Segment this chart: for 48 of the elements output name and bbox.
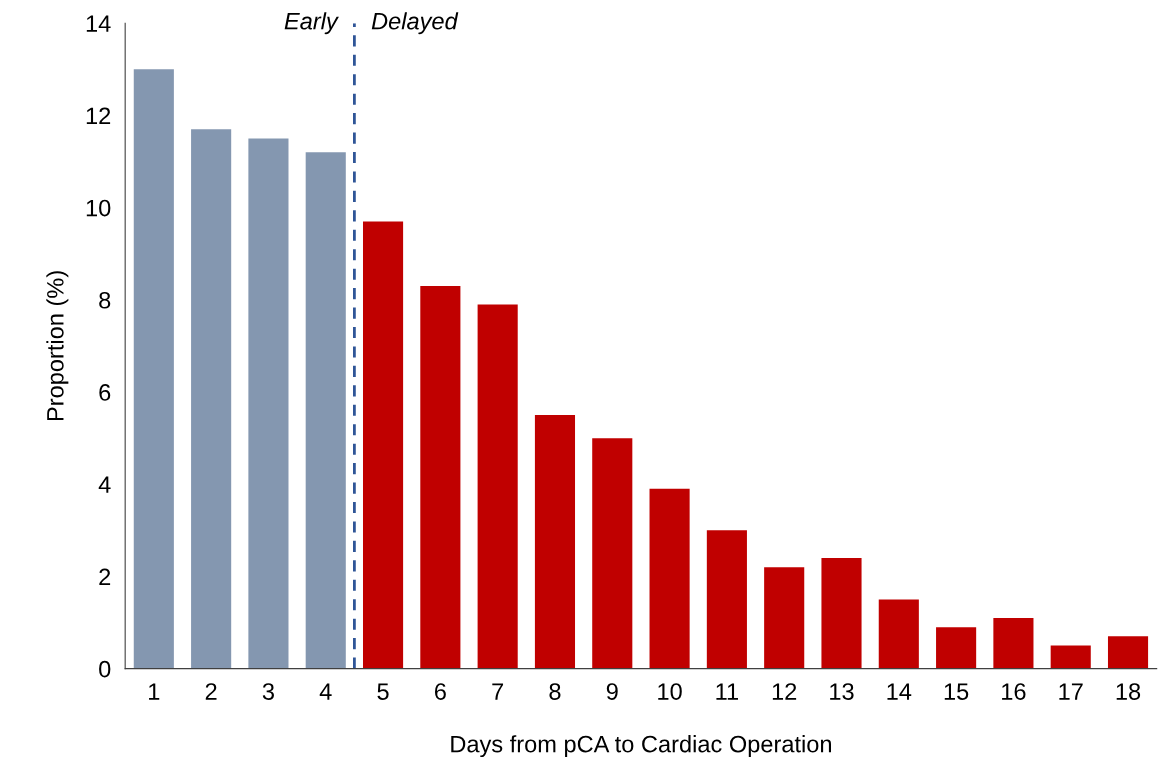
x-tick-label: 6	[434, 683, 446, 700]
bar	[1050, 645, 1091, 669]
x-tick-label: 12	[772, 683, 797, 700]
bar	[936, 627, 977, 669]
x-tick-label: 10	[658, 683, 682, 700]
y-tick-label: 0	[99, 660, 111, 678]
bar	[305, 152, 346, 669]
bar	[878, 599, 919, 669]
bar	[420, 285, 461, 669]
x-tick-label: 9	[606, 683, 618, 700]
x-tick-label: 8	[549, 683, 561, 700]
x-tick-label: 3	[262, 683, 274, 700]
y-tick-label: 8	[99, 291, 111, 309]
bar	[477, 304, 518, 669]
x-tick-label: 1	[149, 683, 160, 700]
bar	[764, 567, 805, 669]
bar	[1107, 636, 1149, 669]
annotation: Delayed	[371, 12, 459, 35]
y-tick-label: 4	[98, 476, 111, 493]
x-tick-label: 15	[944, 683, 969, 700]
y-tick-label: 6	[99, 384, 111, 401]
x-tick-label: 2	[205, 683, 217, 700]
bar	[649, 488, 690, 669]
bar	[133, 69, 174, 669]
y-axis-title: Proportion (%)	[46, 271, 69, 421]
x-axis-title: Days from pCA to Cardiac Operation	[451, 735, 831, 758]
y-tick-label: 2	[99, 568, 111, 585]
x-tick-label: 17	[1059, 683, 1083, 700]
y-tick-label: 10	[86, 199, 111, 217]
x-tick-label: 11	[716, 683, 738, 700]
bar	[993, 617, 1034, 669]
x-tick-label: 13	[830, 683, 854, 700]
x-tick-label: 18	[1116, 683, 1141, 700]
bar	[191, 129, 232, 669]
y-tick-label: 14	[86, 15, 111, 32]
bar	[592, 438, 633, 669]
y-tick-label: 12	[86, 107, 111, 124]
x-tick-label: 7	[492, 683, 504, 700]
bar	[821, 558, 862, 669]
x-tick-label: 4	[319, 683, 332, 700]
x-tick-label: 16	[1002, 683, 1026, 700]
bar	[362, 221, 404, 669]
x-tick-label: 5	[377, 683, 389, 700]
bar	[706, 530, 747, 669]
bar	[534, 415, 576, 669]
x-tick-label: 14	[887, 683, 912, 700]
annotation: Early	[284, 12, 339, 35]
bar	[248, 138, 289, 669]
